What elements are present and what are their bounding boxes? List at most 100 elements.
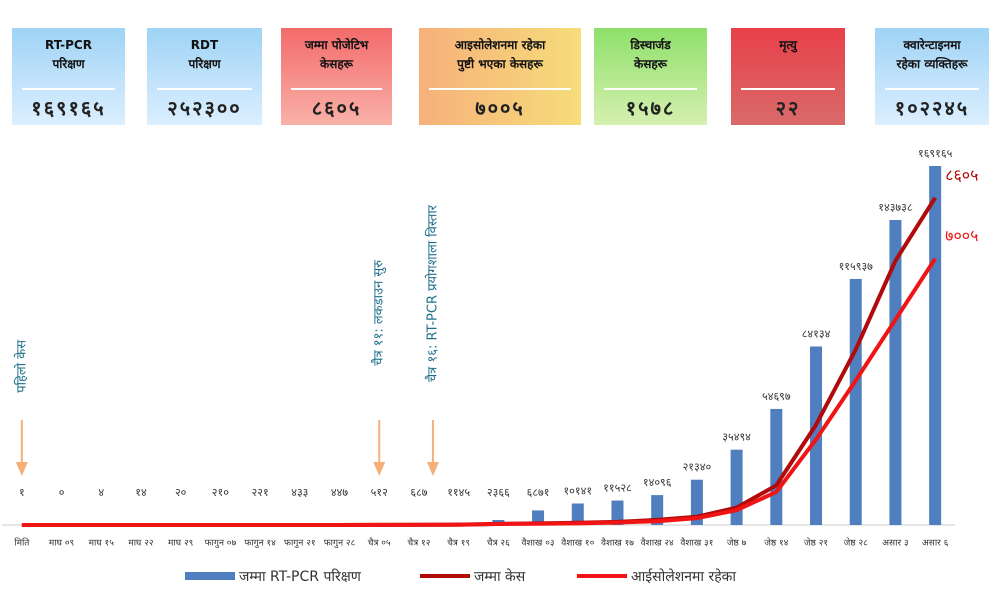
annotation: चैत्र १६: RT-PCR प्रयोगशाला विस्तार [424, 204, 440, 382]
stat-card: आइसोलेशनमा रहेका पुष्टी भएका केसहरू ७००५ [419, 28, 581, 125]
stat-card: RDT परिक्षण २५२३०० [147, 28, 262, 125]
data-label: ४३३ [291, 486, 308, 499]
x-tick-label: माघ २२ [128, 539, 154, 549]
data-label: १४ [135, 486, 147, 499]
annotation-arrowhead [15, 462, 28, 476]
card-title-line: डिस्चार्जड [630, 38, 671, 52]
data-label: ११४५ [447, 486, 470, 499]
x-tick-label: वैशाख ०३ [522, 537, 555, 549]
data-label: ६८७ [410, 486, 427, 499]
data-label: ४४७ [331, 486, 348, 499]
bar [730, 449, 743, 525]
data-label: ८४१३४ [802, 327, 831, 340]
bar [690, 479, 703, 525]
card-value: १५७८ [625, 96, 676, 120]
card-title: क्वारेन्टाइनमा रहेका व्यक्तिहरू [875, 28, 989, 84]
x-tick-label: जेष्ठ २१ [804, 537, 828, 549]
data-label: २० [175, 486, 187, 499]
stat-card: RT-PCR परिक्षण १६९१६५ [12, 28, 125, 125]
x-tick-label: माघ २९ [168, 539, 193, 549]
x-tick-label: फागुन २१ [284, 539, 316, 549]
data-label: २१० [212, 486, 229, 499]
card-title: RT-PCR परिक्षण [12, 28, 125, 84]
card-value: ७००५ [475, 96, 525, 120]
card-divider [291, 88, 382, 90]
x-tick-label: माघ १५ [89, 539, 115, 549]
x-tick-label: माघ ०९ [49, 539, 74, 549]
bar [889, 219, 902, 525]
data-label: ११५९३७ [839, 260, 874, 273]
x-tick-label: जेष्ठ १४ [764, 537, 789, 549]
card-title: मृत्यु [731, 28, 845, 84]
data-label: ५४६९७ [762, 390, 791, 403]
card-divider [157, 88, 252, 90]
card-title: आइसोलेशनमा रहेका पुष्टी भएका केसहरू [419, 28, 581, 84]
bar [810, 346, 823, 525]
card-divider [22, 88, 115, 90]
card-title-line: RDT [190, 38, 219, 52]
bar [651, 495, 664, 525]
card-title-line: आइसोलेशनमा रहेका [454, 38, 546, 52]
card-divider [604, 88, 697, 90]
stat-card: मृत्यु २२ [731, 28, 845, 125]
card-value: १०२२४५ [894, 96, 970, 120]
card-value: १६९१६५ [31, 96, 106, 120]
card-title-line: पुष्टी भएका केसहरू [457, 57, 543, 71]
card-title: डिस्चार्जड केसहरू [594, 28, 707, 84]
legend-swatch [185, 572, 235, 580]
x-tick-label: चैत्र १९ [447, 537, 470, 549]
x-tick-label: वैशाख १० [561, 537, 594, 549]
data-label: २२१ [252, 486, 269, 499]
annotation-arrowhead [426, 462, 439, 476]
annotation-arrowhead [373, 462, 386, 476]
card-value: २२ [775, 96, 801, 120]
annotation: चैत्र ११: लकडाउन सुरु [371, 260, 387, 366]
card-value: ८६०५ [311, 96, 362, 120]
x-tick-label: चैत्र ०५ [368, 537, 391, 549]
card-divider [429, 88, 571, 90]
bar [770, 408, 783, 525]
x-tick-label: फागुन १४ [244, 539, 276, 549]
annotation: पहिलो केस [13, 340, 29, 393]
x-tick-label: वैशाख ३१ [680, 537, 713, 549]
data-label: १६९१६५ [918, 147, 953, 160]
card-divider [885, 88, 979, 90]
card-title-line: जम्मा पोजेटिभ [304, 38, 369, 52]
x-tick-label: जेष्ठ २८ [844, 537, 869, 549]
x-tick-label: फागुन २८ [324, 539, 356, 549]
card-title: RDT परिक्षण [147, 28, 262, 84]
data-label: ११५२८ [603, 482, 632, 495]
stat-card: क्वारेन्टाइनमा रहेका व्यक्तिहरू १०२२४५ [875, 28, 989, 125]
bar [611, 500, 624, 525]
data-label: १४०९६ [643, 476, 672, 489]
data-label: २३६६ [487, 486, 510, 499]
card-title-line: क्वारेन्टाइनमा [903, 38, 961, 52]
data-label: ० [59, 486, 65, 499]
card-title-line: मृत्यु [779, 38, 797, 52]
bar [849, 278, 862, 525]
legend-label: जम्मा केस [474, 568, 526, 585]
x-tick-label: वैशाख १७ [601, 537, 634, 549]
card-title-line: रहेका व्यक्तिहरू [896, 57, 968, 71]
x-tick-label: चैत्र १२ [407, 537, 430, 549]
bar [929, 166, 942, 526]
data-label: २१३४० [683, 461, 712, 474]
data-label: ५१२ [371, 486, 388, 499]
x-tick-label: असार ६ [922, 539, 949, 549]
data-label: ३५४९४ [722, 431, 751, 444]
x-tick-label: जेष्ठ ७ [727, 537, 747, 549]
card-value: २५२३०० [167, 96, 242, 120]
card-title-line: परिक्षण [52, 57, 85, 71]
line [21, 196, 937, 527]
card-title-line: RT-PCR [45, 38, 92, 52]
card-title-line: परिक्षण [188, 57, 221, 71]
data-label: ६८७१ [527, 486, 550, 499]
data-label: १ [19, 486, 25, 499]
data-label: १०१४१ [563, 484, 592, 497]
end-label: ८६०५ [945, 165, 978, 184]
stat-card: डिस्चार्जड केसहरू १५७८ [594, 28, 707, 125]
stat-card: जम्मा पोजेटिभ केसहरू ८६०५ [281, 28, 392, 125]
x-tick-label: मिति [14, 537, 30, 549]
